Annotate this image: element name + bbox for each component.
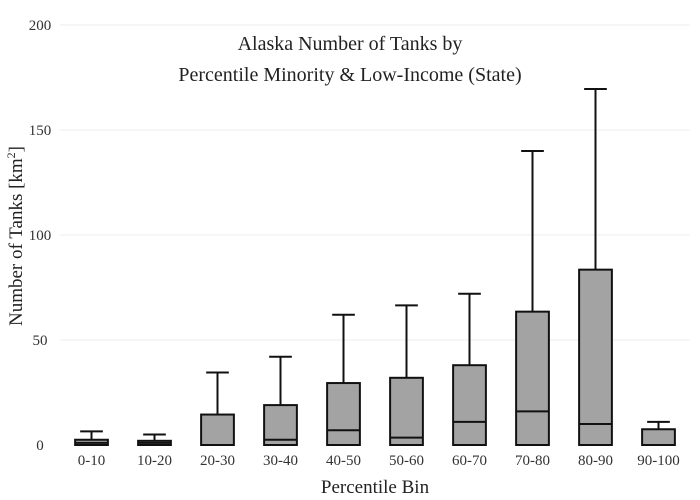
iqr-box <box>641 428 676 446</box>
x-tick-label: 0-10 <box>78 453 106 469</box>
iqr-box <box>200 413 235 446</box>
box-80-90 <box>578 88 613 446</box>
y-tick-label: 200 <box>29 18 52 34</box>
box-10-20 <box>137 433 172 446</box>
x-tick-labels: 0-10 10-20 20-30 30-40 40-50 50-60 60-70 70-80 8… <box>78 453 680 469</box>
y-axis-label-end: ] <box>6 146 27 152</box>
x-axis-label: Percentile Bin <box>321 477 430 498</box>
y-tick-label: 50 <box>33 333 48 349</box>
box-0-10 <box>74 430 109 446</box>
chart-title-line-2: Percentile Minority & Low-Income (State) <box>178 64 521 86</box>
y-axis-label: Number of Tanks [km2] <box>4 146 27 326</box>
iqr-box <box>263 404 298 447</box>
y-tick-label: 150 <box>29 123 52 139</box>
x-tick-label: 40-50 <box>326 453 361 469</box>
y-tick-labels: 0 50 100 150 200 <box>29 18 52 454</box>
y-axis-label-superscript: 2 <box>4 152 18 158</box>
x-tick-label: 30-40 <box>263 453 298 469</box>
x-tick-label: 60-70 <box>452 453 487 469</box>
iqr-box <box>515 310 550 446</box>
box-90-100 <box>641 420 676 446</box>
chart-title-line-1: Alaska Number of Tanks by <box>238 33 463 55</box>
iqr-box <box>452 364 487 447</box>
box-60-70 <box>452 292 487 447</box>
box-20-30 <box>200 371 235 446</box>
x-tick-label: 20-30 <box>200 453 235 469</box>
box-30-40 <box>263 355 298 447</box>
iqr-box <box>389 376 424 446</box>
x-tick-label: 70-80 <box>515 453 550 469</box>
y-tick-label: 0 <box>36 438 44 454</box>
y-axis-label-main: Number of Tanks [km <box>6 158 27 326</box>
iqr-box <box>578 268 613 446</box>
iqr-box <box>326 382 361 446</box>
box-series <box>74 88 676 447</box>
x-tick-label: 10-20 <box>137 453 172 469</box>
x-tick-label: 50-60 <box>389 453 424 469</box>
box-40-50 <box>326 313 361 446</box>
box-70-80 <box>515 150 550 446</box>
box-50-60 <box>389 304 424 446</box>
x-tick-label: 80-90 <box>578 453 613 469</box>
y-tick-label: 100 <box>29 228 52 244</box>
x-tick-label: 90-100 <box>637 453 680 469</box>
